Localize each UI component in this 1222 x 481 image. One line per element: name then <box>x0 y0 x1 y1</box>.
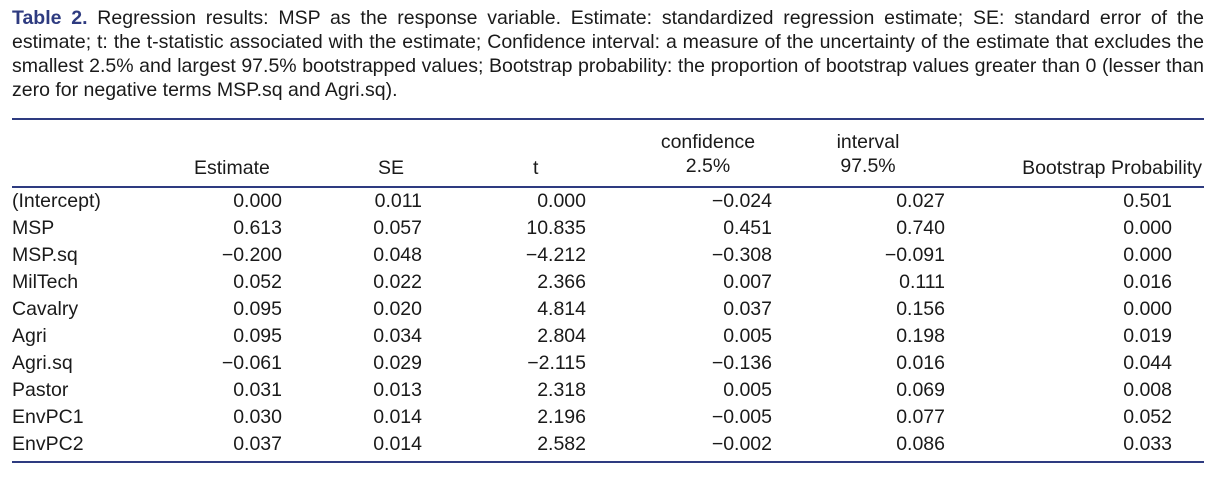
bootstrap-cell: 0.019 <box>1123 325 1172 347</box>
t-cell: 2.318 <box>537 379 586 401</box>
ci-upper-cell: 0.740 <box>896 217 945 239</box>
table-top-rule <box>12 118 1204 120</box>
ci-upper-cell: 0.156 <box>896 298 945 320</box>
header-bootstrap: Bootstrap Probability <box>1022 157 1202 179</box>
estimate-cell: 0.030 <box>233 406 282 428</box>
bootstrap-cell: 0.501 <box>1123 190 1172 212</box>
estimate-cell: 0.037 <box>233 433 282 455</box>
ci-lower-cell: −0.002 <box>711 433 772 455</box>
term-cell: Agri <box>12 325 47 347</box>
header-ci-lower-top: confidence <box>660 131 756 153</box>
bootstrap-cell: 0.016 <box>1123 271 1172 293</box>
table-row: MSP 0.613 0.057 10.835 0.451 0.740 0.000 <box>12 215 1172 242</box>
ci-upper-cell: 0.027 <box>896 190 945 212</box>
header-t: t <box>533 157 539 179</box>
estimate-cell: 0.095 <box>233 298 282 320</box>
bootstrap-cell: 0.000 <box>1123 244 1172 266</box>
regression-table: (Intercept) 0.000 0.011 0.000 −0.024 0.027 0.5… <box>12 188 1172 458</box>
bootstrap-cell: 0.044 <box>1123 352 1172 374</box>
ci-upper-cell: 0.077 <box>896 406 945 428</box>
se-cell: 0.022 <box>373 271 422 293</box>
ci-upper-cell: −0.091 <box>884 244 945 266</box>
bootstrap-cell: 0.052 <box>1123 406 1172 428</box>
estimate-cell: 0.031 <box>233 379 282 401</box>
table-row: Agri 0.095 0.034 2.804 0.005 0.198 0.019 <box>12 323 1172 350</box>
table-header-rule <box>12 186 1204 188</box>
t-cell: −2.115 <box>527 352 586 374</box>
ci-upper-cell: 0.198 <box>896 325 945 347</box>
estimate-cell: −0.200 <box>221 244 282 266</box>
ci-lower-cell: 0.451 <box>723 217 772 239</box>
table-row: EnvPC1 0.030 0.014 2.196 −0.005 0.077 0.052 <box>12 404 1172 431</box>
estimate-cell: 0.095 <box>233 325 282 347</box>
se-cell: 0.013 <box>373 379 422 401</box>
ci-lower-cell: −0.308 <box>711 244 772 266</box>
t-cell: 4.814 <box>537 298 586 320</box>
term-cell: MSP <box>12 217 55 239</box>
header-ci-lower: confidence 2.5% <box>648 130 768 178</box>
t-cell: 0.000 <box>537 190 586 212</box>
t-cell: 2.582 <box>537 433 586 455</box>
table-bottom-rule <box>12 461 1204 463</box>
header-ci-upper-bottom: 97.5% <box>840 155 896 177</box>
t-cell: 2.196 <box>537 406 586 428</box>
se-cell: 0.020 <box>373 298 422 320</box>
header-se: SE <box>378 157 405 179</box>
table-row: MilTech 0.052 0.022 2.366 0.007 0.111 0.016 <box>12 269 1172 296</box>
se-cell: 0.014 <box>373 406 422 428</box>
term-cell: EnvPC2 <box>12 433 84 455</box>
se-cell: 0.048 <box>373 244 422 266</box>
t-cell: −4.212 <box>525 244 586 266</box>
se-cell: 0.011 <box>374 190 422 212</box>
ci-upper-cell: 0.016 <box>896 352 945 374</box>
term-cell: EnvPC1 <box>12 406 84 428</box>
term-cell: Pastor <box>12 379 69 401</box>
ci-lower-cell: 0.005 <box>723 379 772 401</box>
table-row: Pastor 0.031 0.013 2.318 0.005 0.069 0.008 <box>12 377 1172 404</box>
ci-lower-cell: 0.007 <box>723 271 772 293</box>
ci-upper-cell: 0.069 <box>896 379 945 401</box>
term-cell: MilTech <box>12 271 79 293</box>
estimate-cell: 0.000 <box>233 190 282 212</box>
term-cell: MSP.sq <box>12 244 78 266</box>
bootstrap-cell: 0.008 <box>1123 379 1172 401</box>
table-row: EnvPC2 0.037 0.014 2.582 −0.002 0.086 0.033 <box>12 431 1172 458</box>
estimate-cell: −0.061 <box>221 352 282 374</box>
header-estimate: Estimate <box>194 157 270 179</box>
header-ci-upper: interval 97.5% <box>832 130 904 178</box>
ci-lower-cell: −0.136 <box>711 352 772 374</box>
se-cell: 0.029 <box>373 352 422 374</box>
term-cell: (Intercept) <box>12 190 101 212</box>
ci-lower-cell: −0.024 <box>711 190 772 212</box>
ci-upper-cell: 0.086 <box>896 433 945 455</box>
bootstrap-cell: 0.000 <box>1123 217 1172 239</box>
table-caption: Table 2. Regression results: MSP as the … <box>12 6 1204 102</box>
table-row: Agri.sq −0.061 0.029 −2.115 −0.136 0.016 0.044 <box>12 350 1172 377</box>
header-ci-lower-bottom: 2.5% <box>685 155 731 177</box>
table-row: MSP.sq −0.200 0.048 −4.212 −0.308 −0.091 0.000 <box>12 242 1172 269</box>
ci-lower-cell: 0.037 <box>723 298 772 320</box>
estimate-cell: 0.613 <box>233 217 282 239</box>
header-ci-upper-top: interval <box>836 131 900 153</box>
ci-lower-cell: −0.005 <box>711 406 772 428</box>
table-body: (Intercept) 0.000 0.011 0.000 −0.024 0.027 0.5… <box>12 188 1172 458</box>
term-cell: Agri.sq <box>12 352 73 374</box>
caption-label: Table 2. <box>12 7 88 29</box>
t-cell: 10.835 <box>526 217 586 239</box>
ci-lower-cell: 0.005 <box>723 325 772 347</box>
bootstrap-cell: 0.000 <box>1123 298 1172 320</box>
table-row: (Intercept) 0.000 0.011 0.000 −0.024 0.027 0.5… <box>12 188 1172 215</box>
bootstrap-cell: 0.033 <box>1123 433 1172 455</box>
se-cell: 0.034 <box>373 325 422 347</box>
se-cell: 0.057 <box>373 217 422 239</box>
term-cell: Cavalry <box>12 298 79 320</box>
table-row: Cavalry 0.095 0.020 4.814 0.037 0.156 0.000 <box>12 296 1172 323</box>
t-cell: 2.366 <box>537 271 586 293</box>
ci-upper-cell: 0.111 <box>899 271 945 293</box>
se-cell: 0.014 <box>373 433 422 455</box>
t-cell: 2.804 <box>537 325 586 347</box>
estimate-cell: 0.052 <box>233 271 282 293</box>
caption-text: Regression results: MSP as the response … <box>12 7 1204 101</box>
